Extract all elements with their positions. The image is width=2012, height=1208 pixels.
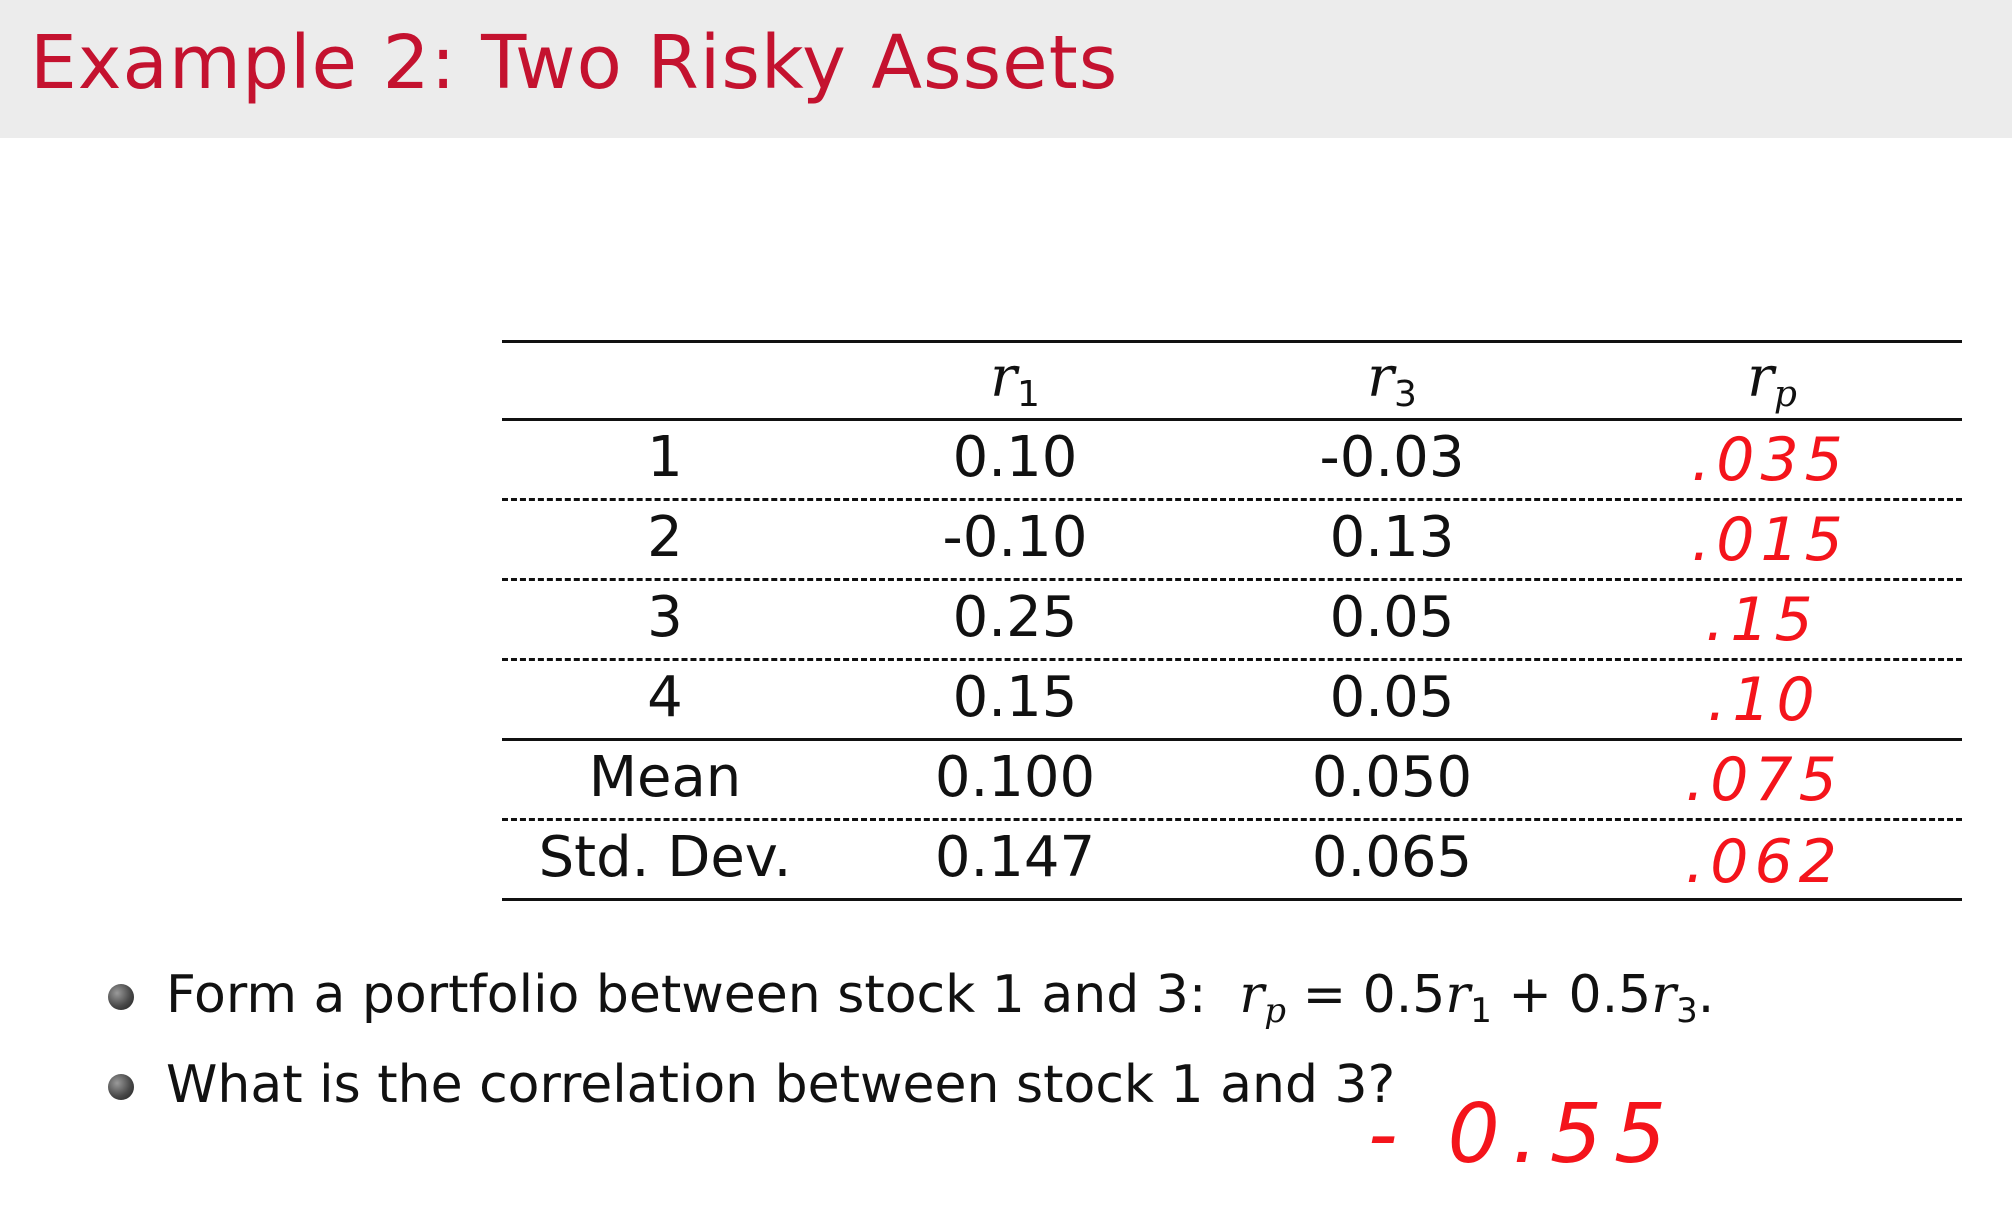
- cell-r3: 0.05: [1329, 665, 1455, 730]
- table-top-rule: [502, 340, 1962, 343]
- returns-table: r1 r3 rp 1 0.10 -0.03 .035 2 -0.10 0.13 …: [502, 340, 1962, 902]
- bullet-text: What is the correlation between stock 1 …: [166, 1055, 1396, 1115]
- cell-r1: 0.15: [952, 665, 1078, 730]
- cell-r1: 0.25: [952, 585, 1078, 650]
- header-r3: r3: [1367, 345, 1417, 415]
- cell-r3: 0.13: [1329, 505, 1455, 570]
- row-divider: [502, 818, 1962, 821]
- cell-r3: 0.050: [1311, 745, 1473, 810]
- row-divider: [502, 658, 1962, 661]
- summary-rule: [502, 738, 1962, 741]
- handwritten-rp: .035: [1691, 425, 1849, 495]
- cell-r1: 0.10: [952, 425, 1078, 490]
- table-bottom-rule: [502, 898, 1962, 901]
- row-label-mean: Mean: [588, 745, 742, 810]
- row-label: 1: [647, 425, 683, 490]
- header-r1: r1: [990, 345, 1040, 415]
- title-bar: Example 2: Two Risky Assets: [0, 0, 2012, 138]
- bullet-text: Form a portfolio between stock 1 and 3: …: [166, 965, 1715, 1031]
- cell-r1: 0.147: [934, 825, 1096, 890]
- handwritten-answer: - 0.55: [1368, 1087, 1679, 1182]
- row-label: 3: [647, 585, 683, 650]
- handwritten-rp: .10: [1707, 665, 1821, 735]
- header-rp: rp: [1747, 345, 1797, 415]
- cell-r1: 0.100: [934, 745, 1096, 810]
- cell-r3: -0.03: [1319, 425, 1465, 490]
- row-divider: [502, 498, 1962, 501]
- cell-r1: -0.10: [942, 505, 1088, 570]
- row-divider: [502, 578, 1962, 581]
- bullet-dot-icon: [108, 1074, 134, 1100]
- cell-r3: 0.05: [1329, 585, 1455, 650]
- bullet-portfolio: Form a portfolio between stock 1 and 3: …: [108, 955, 1808, 1035]
- page-title: Example 2: Two Risky Assets: [30, 20, 1119, 106]
- handwritten-rp: .15: [1705, 585, 1819, 655]
- bullet-dot-icon: [108, 984, 134, 1010]
- row-label: 2: [647, 505, 683, 570]
- handwritten-rp: .075: [1685, 745, 1843, 815]
- row-label: 4: [647, 665, 683, 730]
- cell-r3: 0.065: [1311, 825, 1473, 890]
- row-label-std-dev: Std. Dev.: [538, 825, 792, 890]
- handwritten-rp: .015: [1691, 505, 1849, 575]
- table-header-rule: [502, 418, 1962, 421]
- bullet-correlation: What is the correlation between stock 1 …: [108, 1045, 1808, 1125]
- handwritten-rp: .062: [1685, 827, 1843, 897]
